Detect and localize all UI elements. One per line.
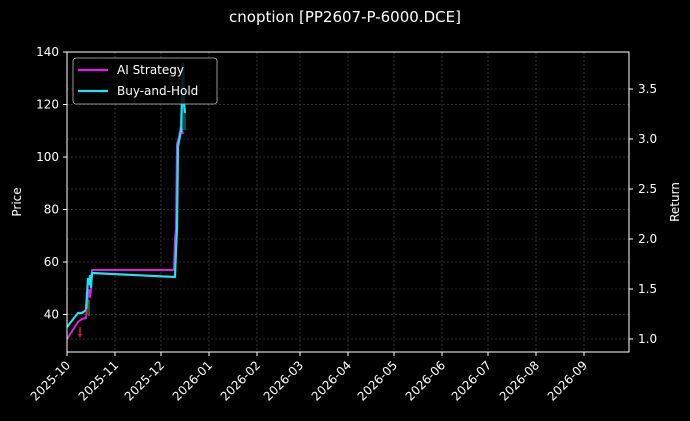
right-y-axis: 3.5 3.0 2.5 2.0 1.5 1.0 — [629, 82, 657, 346]
right-axis-label: Return — [668, 182, 682, 222]
x-tick-label: 2026-07 — [449, 358, 494, 403]
x-tick-label: 2026-03 — [261, 358, 306, 403]
x-tick-label: 2026-06 — [403, 358, 448, 403]
buy-and-hold-line — [66, 62, 187, 328]
left-tick-label: 140 — [36, 45, 59, 59]
x-tick-label: 2025-11 — [76, 358, 121, 403]
legend-label-buy-and-hold: Buy-and-Hold — [117, 84, 198, 98]
legend-box — [72, 57, 218, 105]
right-tick-label: 1.5 — [638, 282, 657, 296]
right-tick-label: 2.5 — [638, 182, 657, 196]
left-axis-label: Price — [10, 187, 24, 216]
legend-label-ai-strategy: AI Strategy — [117, 63, 184, 77]
x-tick-label: 2025-12 — [122, 358, 167, 403]
x-tick-label: 2026-08 — [497, 358, 542, 403]
chart-title: cnoption [PP2607-P-6000.DCE] — [229, 8, 461, 26]
right-tick-label: 3.0 — [638, 132, 657, 146]
left-tick-label: 60 — [44, 255, 59, 269]
left-tick-label: 120 — [36, 98, 59, 112]
x-axis: 2025-10 2025-11 2025-12 2026-01 2026-022026-… — [28, 352, 590, 404]
sell-marker-arrow — [78, 334, 82, 338]
right-tick-label: 2.0 — [638, 232, 657, 246]
legend: AI Strategy Buy-and-Hold — [72, 57, 218, 105]
x-tick-label: 2026-02 — [218, 358, 263, 403]
right-tick-label: 1.0 — [638, 332, 657, 346]
left-tick-label: 100 — [36, 150, 59, 164]
x-tick-label: 2026-05 — [355, 358, 400, 403]
left-y-axis: 140 120 100 80 60 40 — [36, 45, 67, 322]
x-tick-label: 2025-10 — [28, 358, 73, 403]
ai-strategy-line — [66, 125, 184, 340]
x-tick-label: 2026-01 — [170, 358, 215, 403]
x-tick-label: 2026-09 — [545, 358, 590, 403]
left-tick-label: 80 — [44, 203, 59, 217]
left-tick-label: 40 — [44, 308, 59, 322]
right-tick-label: 3.5 — [638, 82, 657, 96]
x-tick-label: 2026-04 — [309, 358, 354, 403]
trade-markers — [78, 300, 90, 338]
